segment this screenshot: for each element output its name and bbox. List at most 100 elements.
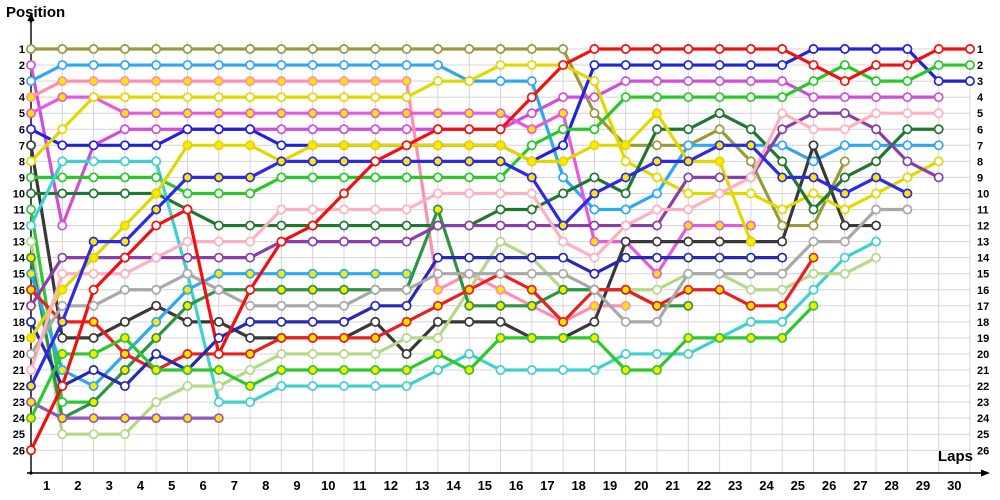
lap-marker bbox=[26, 413, 36, 424]
lap-marker bbox=[26, 268, 36, 279]
lap-marker bbox=[839, 156, 850, 167]
series-markers-gray-20 bbox=[26, 204, 913, 359]
lap-marker bbox=[182, 44, 193, 54]
lap-marker bbox=[182, 140, 193, 151]
lap-marker bbox=[401, 140, 412, 151]
lap-marker bbox=[57, 413, 68, 424]
tick-label: 9 bbox=[19, 172, 25, 184]
tick-label: 7 bbox=[19, 140, 25, 152]
tick-label: 11 bbox=[353, 478, 367, 493]
lap-marker bbox=[714, 124, 725, 135]
lap-marker bbox=[683, 172, 694, 183]
lap-marker bbox=[401, 220, 412, 231]
lap-marker bbox=[213, 365, 224, 375]
lap-marker bbox=[370, 76, 381, 87]
lap-marker bbox=[871, 220, 882, 231]
lap-marker bbox=[808, 60, 819, 71]
tick-label: 13 bbox=[977, 237, 989, 249]
lap-marker bbox=[119, 92, 130, 103]
lap-marker bbox=[495, 188, 506, 199]
lap-marker bbox=[88, 413, 99, 424]
tick-label: 7 bbox=[977, 140, 983, 152]
series-markers-green-24 bbox=[26, 300, 819, 424]
lap-marker bbox=[276, 156, 287, 167]
lap-marker bbox=[370, 92, 381, 103]
tick-label: 26 bbox=[13, 445, 25, 457]
tick-label: 1 bbox=[43, 478, 50, 493]
lap-marker bbox=[933, 92, 944, 103]
lap-marker bbox=[213, 188, 224, 199]
lap-marker bbox=[558, 92, 569, 103]
lap-marker bbox=[464, 76, 475, 87]
lap-marker bbox=[495, 140, 506, 151]
lap-marker bbox=[245, 268, 256, 279]
lap-marker bbox=[88, 381, 99, 391]
tick-label: 4 bbox=[977, 92, 984, 104]
lap-marker bbox=[777, 108, 788, 119]
tick-label: 4 bbox=[19, 92, 26, 104]
tick-label: 17 bbox=[13, 301, 25, 313]
lap-marker bbox=[245, 349, 256, 359]
lap-marker bbox=[965, 60, 975, 71]
lap-marker bbox=[26, 220, 36, 231]
lap-marker bbox=[276, 381, 287, 391]
lap-marker bbox=[839, 220, 850, 231]
lap-marker bbox=[182, 252, 193, 263]
lap-marker bbox=[652, 188, 662, 199]
lap-marker bbox=[119, 60, 130, 71]
lap-marker bbox=[57, 188, 68, 199]
lap-marker bbox=[589, 92, 600, 103]
lap-marker bbox=[401, 316, 412, 327]
lap-marker bbox=[88, 300, 99, 311]
tick-label: 23 bbox=[977, 397, 989, 409]
lap-marker bbox=[26, 252, 36, 263]
lap-marker bbox=[339, 60, 349, 71]
lap-marker bbox=[151, 44, 162, 54]
lap-marker bbox=[683, 204, 694, 215]
lap-marker bbox=[808, 252, 819, 263]
lap-marker bbox=[808, 284, 819, 295]
lap-marker bbox=[401, 92, 412, 103]
lap-marker bbox=[276, 60, 287, 71]
tick-label: 18 bbox=[977, 317, 989, 329]
lap-marker bbox=[652, 268, 662, 279]
lap-marker bbox=[714, 188, 725, 199]
lap-marker bbox=[88, 252, 99, 263]
lap-marker bbox=[26, 140, 36, 151]
lap-marker bbox=[745, 140, 756, 151]
lap-marker bbox=[777, 156, 788, 167]
lap-marker bbox=[777, 124, 788, 135]
lap-marker bbox=[432, 44, 443, 54]
lap-marker bbox=[401, 349, 412, 359]
series-line-palegreen-13 bbox=[29, 240, 878, 436]
lap-marker bbox=[401, 204, 412, 215]
lap-marker bbox=[401, 268, 412, 279]
lap-marker bbox=[119, 332, 130, 343]
tick-label: 20 bbox=[977, 349, 989, 361]
lap-marker bbox=[777, 300, 788, 311]
lap-marker bbox=[589, 300, 600, 311]
lap-marker bbox=[464, 300, 475, 311]
lap-marker bbox=[902, 92, 913, 103]
tick-label: 16 bbox=[977, 285, 989, 297]
lap-marker bbox=[871, 108, 882, 119]
lap-marker bbox=[808, 188, 819, 199]
lap-marker bbox=[777, 140, 788, 151]
tick-label: 3 bbox=[977, 76, 983, 88]
lap-marker bbox=[245, 397, 256, 408]
lap-marker bbox=[620, 316, 631, 327]
lap-marker bbox=[245, 332, 256, 343]
tick-label: 3 bbox=[19, 76, 25, 88]
lap-marker bbox=[307, 204, 318, 215]
series-markers-turquoise-12 bbox=[26, 156, 882, 408]
lap-marker bbox=[902, 76, 913, 87]
lap-marker bbox=[464, 365, 475, 375]
lap-marker bbox=[213, 381, 224, 391]
lap-marker bbox=[119, 381, 130, 391]
tick-label: 21 bbox=[13, 365, 25, 377]
lap-marker bbox=[777, 60, 788, 71]
lap-marker bbox=[714, 140, 725, 151]
lap-marker bbox=[464, 188, 475, 199]
tick-label: 9 bbox=[293, 478, 300, 493]
lap-marker bbox=[182, 316, 193, 327]
